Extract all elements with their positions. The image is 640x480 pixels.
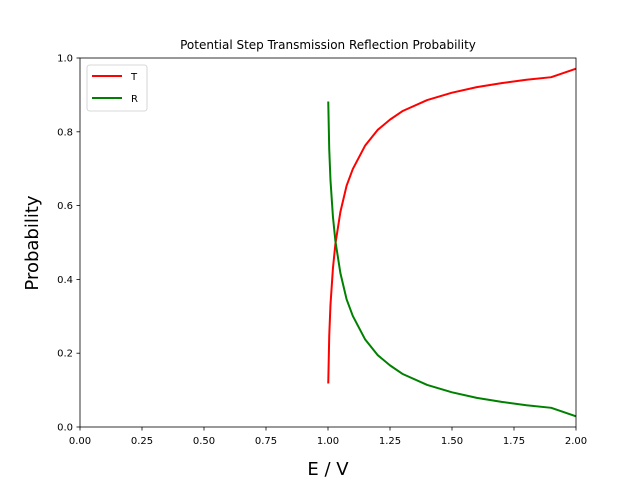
x-tick-label: 1.75 (503, 436, 525, 447)
x-tick-label: 0.75 (255, 436, 277, 447)
x-tick-label: 1.50 (441, 436, 463, 447)
x-tick-label: 0.50 (193, 436, 215, 447)
x-tick-label: 0.25 (131, 436, 153, 447)
y-axis-label: Probability (22, 195, 43, 290)
series-line-R (327, 101, 577, 418)
chart-title: Potential Step Transmission Reflection P… (180, 38, 476, 52)
y-tick-label: 1.0 (57, 54, 73, 65)
x-axis-label: E / V (307, 459, 349, 480)
x-tick-label: 2.00 (565, 436, 587, 447)
legend-label-T: T (130, 72, 138, 83)
series-line-T (327, 67, 577, 384)
y-tick-label: 0.0 (57, 423, 73, 434)
plot-area: 0.00 0.25 0.50 0.75 1.00 1.25 1.50 1.75 2.00 0.0 0… (57, 54, 587, 448)
y-tick-label: 0.4 (57, 275, 73, 286)
legend-label-R: R (131, 94, 138, 105)
x-tick-label: 1.25 (379, 436, 401, 447)
y-tick-label: 0.6 (57, 201, 73, 212)
y-tick-label: 0.8 (57, 127, 73, 138)
legend: TR (86, 64, 148, 112)
legend-box (86, 64, 148, 112)
y-tick-label: 0.2 (57, 349, 73, 360)
x-tick-label: 1.00 (317, 436, 339, 447)
x-tick-label: 0.00 (69, 436, 91, 447)
